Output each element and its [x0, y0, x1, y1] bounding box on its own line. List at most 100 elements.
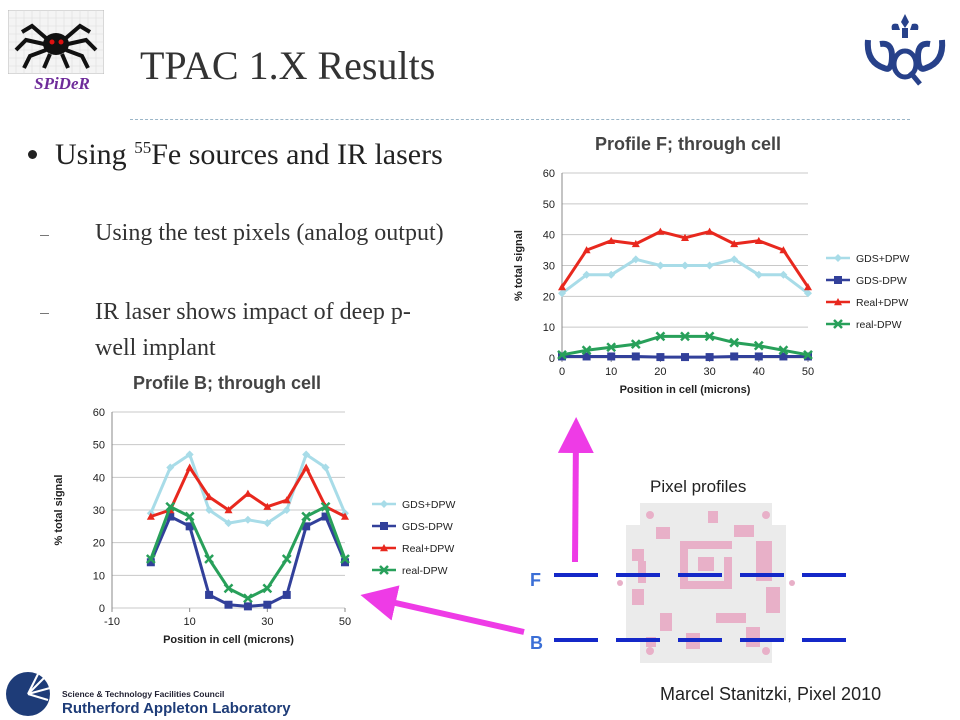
- data-point-real-dpw: [753, 340, 764, 351]
- legend-entry: GDS+DPW: [856, 253, 909, 265]
- profile-b-letter: B: [530, 633, 543, 653]
- data-point-real-dpw: [630, 339, 641, 350]
- data-point-gds-dpw: [321, 463, 330, 472]
- data-point-real-dpw: [302, 463, 311, 471]
- data-point-gds-dpw: [166, 463, 175, 472]
- data-point-gds-dpw: [185, 450, 194, 459]
- y-tick-label: 20: [93, 538, 105, 550]
- data-point-real-dpw: [557, 350, 567, 360]
- chart-f-title: Profile F; through cell: [595, 134, 782, 154]
- data-point-real-dpw: [262, 583, 273, 594]
- x-tick-label: 10: [605, 366, 617, 378]
- data-point-real-dpw: [655, 331, 666, 342]
- data-point-gds-dpw: [341, 558, 349, 567]
- data-point-real-dpw: [341, 512, 349, 520]
- data-point-gds-dpw: [185, 522, 194, 531]
- x-axis-label: Position in cell (microns): [163, 634, 294, 646]
- y-tick-label: 20: [543, 291, 555, 303]
- data-point-gds-dpw: [146, 558, 155, 567]
- data-point-real-dpw: [243, 593, 253, 604]
- legend-marker: [834, 254, 842, 262]
- data-point-real-dpw: [320, 501, 331, 512]
- data-point-gds-dpw: [282, 506, 291, 514]
- data-point-gds-dpw: [582, 270, 591, 279]
- data-point-real-dpw: [656, 227, 665, 235]
- profile-b-chart: 0 10 20 30 40 50 60 -10 10 30 50 Position in cell (…: [53, 407, 455, 646]
- title-divider: [130, 119, 910, 120]
- data-point-real-dpw: [340, 554, 350, 564]
- data-point-real-dpw: [581, 345, 592, 356]
- y-tick-label: 30: [93, 505, 105, 517]
- data-point-real-dpw: [558, 283, 566, 291]
- legend-marker: [833, 319, 843, 329]
- series-line-gds-dpw: [149, 515, 347, 608]
- legend-entry: Real+DPW: [856, 297, 908, 309]
- data-point-gds-dpw: [804, 289, 812, 298]
- data-point-real-dpw: [223, 583, 234, 594]
- x-tick-label: -10: [104, 616, 120, 628]
- profile-lines: [554, 573, 855, 642]
- stfc-logo: [6, 672, 51, 716]
- data-point-gds-dpw: [582, 352, 591, 361]
- x-tick-label: 30: [703, 366, 715, 378]
- x-tick-label: 30: [261, 616, 273, 628]
- sub-bullet-dash: [40, 313, 49, 314]
- data-point-real-dpw: [754, 236, 763, 245]
- arrow-to-profile-f: [557, 417, 594, 563]
- data-point-gds-dpw: [681, 261, 689, 270]
- legend-entry: real-DPW: [856, 319, 902, 331]
- legend-entry: GDS+DPW: [402, 499, 455, 511]
- data-point-gds-dpw: [302, 450, 311, 459]
- data-point-real-dpw: [184, 511, 195, 522]
- y-tick-label: 30: [543, 261, 555, 273]
- data-point-real-dpw: [779, 246, 788, 254]
- data-point-gds-dpw: [730, 352, 739, 361]
- crest-logo: [864, 14, 946, 86]
- y-tick-label: 0: [549, 353, 555, 365]
- x-tick-label: 0: [559, 366, 565, 378]
- legend-entry: real-DPW: [402, 565, 448, 577]
- y-tick-label: 40: [93, 472, 105, 484]
- data-point-real-dpw: [282, 496, 291, 504]
- y-tick-label: 0: [99, 603, 105, 615]
- data-point-gds-dpw: [205, 506, 214, 514]
- data-point-real-dpw: [681, 233, 689, 241]
- data-point-gds-dpw: [656, 261, 665, 270]
- data-point-real-dpw: [243, 489, 252, 497]
- slide-title: TPAC 1.X Results: [140, 43, 436, 88]
- sub-bullet-dash: [40, 235, 49, 236]
- y-axis-label: % total signal: [53, 475, 65, 546]
- legend-entry: GDS-DPW: [402, 521, 453, 533]
- data-point-gds-dpw: [282, 590, 291, 599]
- data-point-real-dpw: [803, 350, 813, 360]
- y-tick-label: 10: [543, 322, 555, 334]
- legend-marker: [380, 544, 388, 552]
- data-point-real-dpw: [607, 236, 616, 245]
- legend-marker: [834, 276, 842, 284]
- sub-bullet-1: Using the test pixels (analog output): [95, 220, 444, 246]
- data-point-real-dpw: [224, 506, 233, 514]
- data-point-real-dpw: [145, 554, 156, 564]
- data-point-real-dpw: [680, 331, 690, 342]
- data-point-gds-dpw: [263, 519, 272, 528]
- y-tick-label: 50: [543, 199, 555, 211]
- data-point-gds-dpw: [607, 352, 616, 361]
- data-point-gds-dpw: [166, 512, 175, 521]
- data-point-gds-dpw: [754, 352, 763, 361]
- x-tick-label: 20: [654, 366, 666, 378]
- x-axis-label: Position in cell (microns): [620, 384, 751, 396]
- y-tick-label: 50: [93, 440, 105, 452]
- data-point-gds-dpw: [779, 270, 788, 279]
- data-point-real-dpw: [205, 492, 214, 501]
- legend-marker: [379, 565, 389, 575]
- data-point-gds-dpw: [705, 261, 714, 270]
- data-point-real-dpw: [582, 246, 591, 254]
- data-point-real-dpw: [705, 227, 714, 235]
- data-point-gds-dpw: [681, 353, 689, 362]
- profile-f-letter: F: [530, 570, 541, 590]
- data-point-real-dpw: [146, 512, 155, 520]
- data-point-real-dpw: [301, 511, 312, 522]
- bullet-main: Using 55Fe sources and IR lasers: [55, 138, 443, 171]
- chart-b-title: Profile B; through cell: [133, 373, 322, 393]
- data-point-gds-dpw: [263, 600, 272, 609]
